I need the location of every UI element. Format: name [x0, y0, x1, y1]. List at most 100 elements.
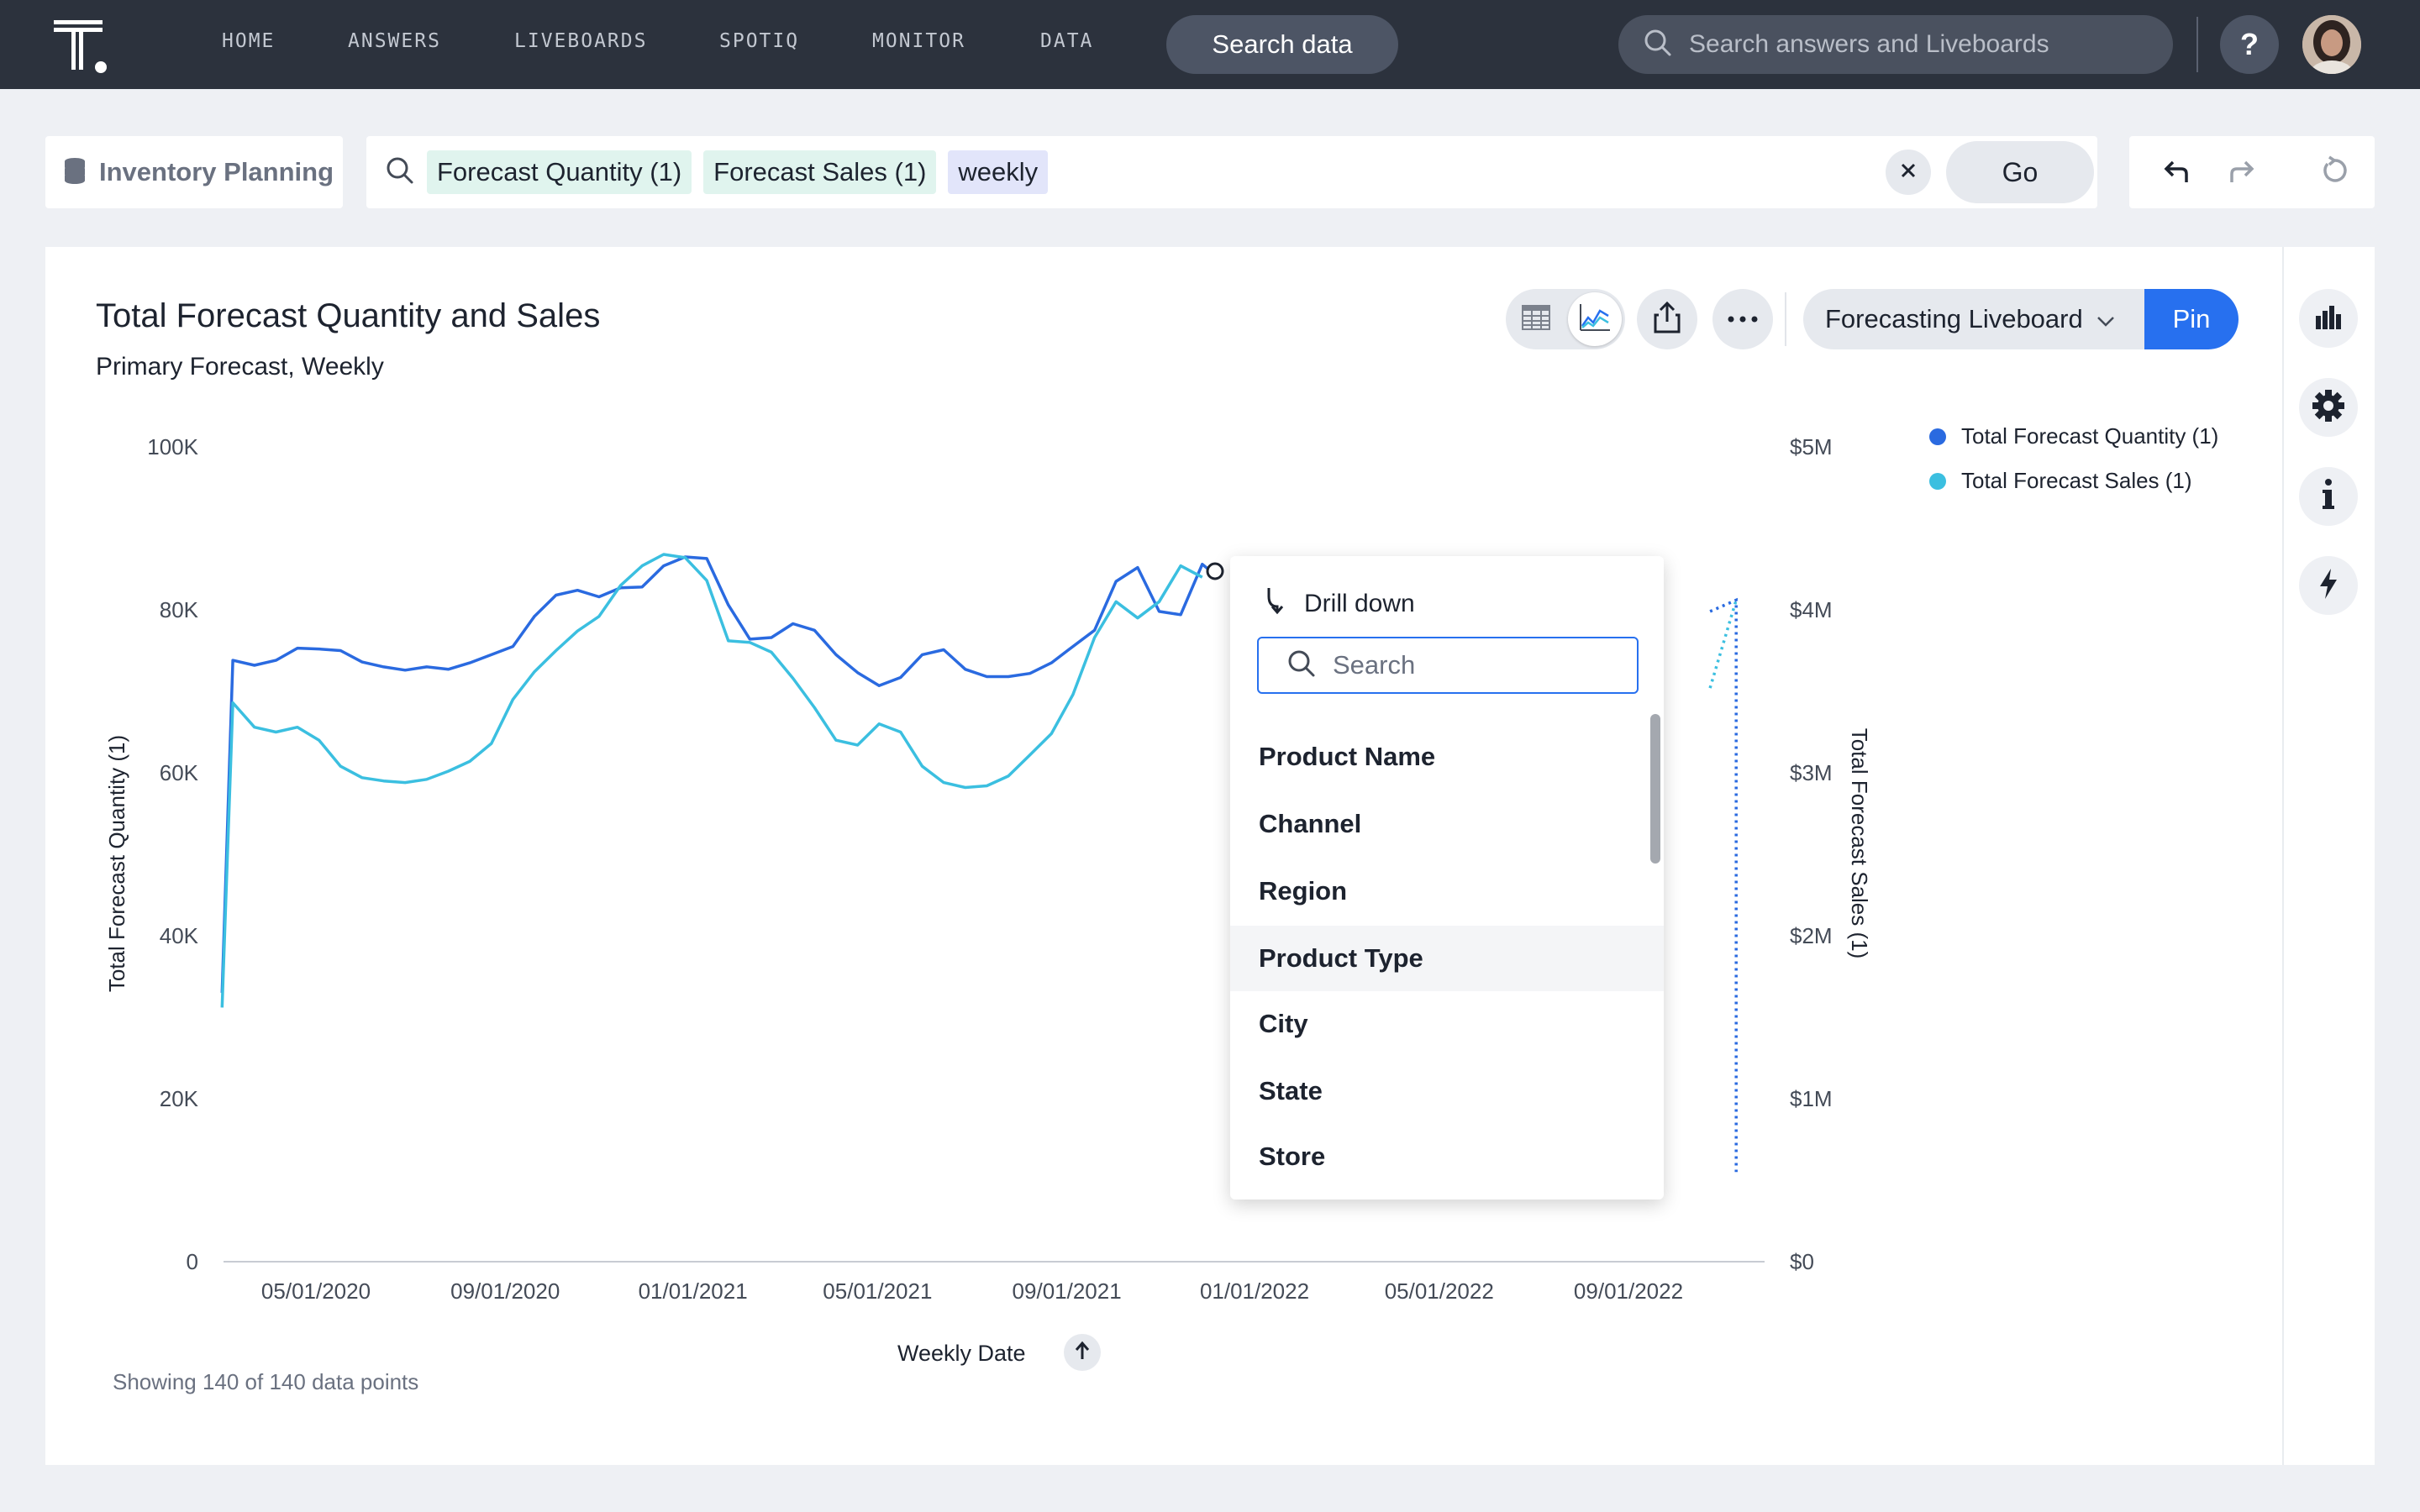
bar-chart-icon	[2314, 304, 2343, 333]
answer-subtitle[interactable]: Primary Forecast, Weekly	[96, 353, 384, 381]
history-controls	[2129, 136, 2375, 208]
search-token-weekly[interactable]: weekly	[948, 150, 1049, 194]
y2-tick-label: $0	[1790, 1249, 1814, 1274]
x-tick-label: 09/01/2020	[450, 1278, 560, 1304]
search-icon	[1287, 649, 1316, 682]
top-nav-bar: HOME ANSWERS LIVEBOARDS SPOTIQ MONITOR D…	[0, 0, 2420, 89]
user-avatar[interactable]	[2302, 15, 2361, 74]
drill-search-placeholder: Search	[1333, 650, 1416, 680]
legend-dot-sales	[1929, 472, 1946, 490]
y-tick-label: 40K	[160, 923, 199, 948]
reset-button[interactable]	[2316, 154, 2353, 191]
settings-button[interactable]	[2299, 378, 2358, 437]
data-points-note: Showing 140 of 140 data points	[113, 1369, 419, 1394]
datasource-selector[interactable]: Inventory Planning	[45, 136, 343, 208]
y-tick-label: 100K	[147, 434, 198, 459]
redo-icon	[2227, 155, 2257, 190]
redo-button[interactable]	[2223, 154, 2260, 191]
drill-item-store[interactable]: Store	[1259, 1142, 1326, 1171]
sort-button[interactable]	[1064, 1334, 1101, 1371]
y-tick-label: 60K	[160, 760, 199, 785]
drill-down-title: Drill down	[1304, 590, 1415, 617]
spotiq-analyze-button[interactable]	[2299, 556, 2358, 615]
x-tick-label: 09/01/2021	[1013, 1278, 1122, 1304]
chart-config-button[interactable]	[2299, 289, 2358, 348]
series-line-quantity[interactable]	[220, 555, 1214, 993]
search-icon	[385, 155, 415, 190]
nav-answers[interactable]: ANSWERS	[348, 30, 441, 52]
liveboard-select[interactable]: Forecasting Liveboard	[1803, 289, 2144, 349]
x-axis-ticks: 05/01/2020 09/01/2020 01/01/2021 05/01/2021…	[261, 1278, 1683, 1304]
search-bar[interactable]: Forecast Quantity (1) Forecast Sales (1)…	[366, 136, 2097, 208]
series-lines	[220, 553, 1738, 1173]
global-search-input[interactable]: Search answers and Liveboards	[1618, 15, 2173, 74]
y-axis-title: Total Forecast Quantity (1)	[104, 735, 129, 992]
drill-search-input[interactable]: Search	[1257, 637, 1639, 694]
share-icon	[1654, 301, 1681, 338]
view-toggle	[1506, 289, 1625, 349]
series-line-sales[interactable]	[220, 553, 1203, 1008]
drill-down-icon	[1264, 586, 1286, 622]
reset-icon	[2319, 155, 2349, 190]
right-side-rail	[2282, 247, 2375, 1465]
more-icon	[1728, 312, 1758, 327]
toolbar-divider	[1785, 292, 1786, 346]
y2-tick-label: $3M	[1790, 760, 1833, 785]
legend-item-quantity[interactable]: Total Forecast Quantity (1)	[1929, 423, 2218, 449]
undo-button[interactable]	[2158, 154, 2195, 191]
nav-divider	[2196, 17, 2198, 72]
forecast-tail-sales[interactable]	[1708, 599, 1738, 689]
y2-tick-label: $5M	[1790, 434, 1833, 459]
x-axis-title[interactable]: Weekly Date	[897, 1341, 1026, 1366]
global-search-placeholder: Search answers and Liveboards	[1689, 30, 2049, 58]
clear-search-button[interactable]	[1886, 150, 1931, 195]
search-data-button[interactable]: Search data	[1166, 15, 1398, 74]
x-tick-label: 01/01/2022	[1200, 1278, 1309, 1304]
x-tick-label: 05/01/2020	[261, 1278, 371, 1304]
y2-axis-title: Total Forecast Sales (1)	[1847, 728, 1872, 959]
table-view-button[interactable]	[1509, 292, 1563, 346]
x-tick-label: 09/01/2022	[1574, 1278, 1683, 1304]
search-token-forecast-sales[interactable]: Forecast Sales (1)	[703, 150, 937, 194]
legend-item-sales[interactable]: Total Forecast Sales (1)	[1929, 468, 2192, 494]
chart-view-button[interactable]	[1568, 292, 1622, 346]
chevron-down-icon	[2096, 304, 2115, 334]
legend-dot-quantity	[1929, 428, 1946, 445]
drill-item-product-type[interactable]: Product Type	[1230, 926, 1664, 991]
drill-item-city[interactable]: City	[1259, 1009, 1308, 1038]
lightning-icon	[2317, 567, 2339, 605]
nav-spotiq[interactable]: SPOTIQ	[719, 30, 800, 52]
answer-title[interactable]: Total Forecast Quantity and Sales	[96, 297, 601, 334]
drill-item-channel[interactable]: Channel	[1259, 809, 1362, 838]
nav-home[interactable]: HOME	[222, 30, 276, 52]
y2-tick-label: $4M	[1790, 597, 1833, 622]
info-button[interactable]	[2299, 467, 2358, 526]
drill-item-region[interactable]: Region	[1259, 876, 1348, 906]
drill-item-product-name[interactable]: Product Name	[1259, 742, 1436, 771]
search-token-forecast-quantity[interactable]: Forecast Quantity (1)	[427, 150, 692, 194]
help-button[interactable]: ?	[2220, 15, 2279, 74]
more-options-button[interactable]	[1712, 289, 1773, 349]
table-icon	[1521, 302, 1551, 337]
drill-menu-scrollbar[interactable]	[1650, 714, 1660, 864]
y-tick-label: 0	[187, 1249, 198, 1274]
datasource-label: Inventory Planning	[99, 157, 334, 186]
pin-button[interactable]: Pin	[2144, 289, 2238, 349]
nav-monitor[interactable]: MONITOR	[872, 30, 965, 52]
thoughtspot-logo[interactable]	[50, 18, 111, 74]
legend-label-sales: Total Forecast Sales (1)	[1961, 468, 2192, 493]
go-button[interactable]: Go	[1946, 141, 2094, 203]
liveboard-select-label: Forecasting Liveboard	[1825, 304, 2083, 333]
undo-icon	[2161, 155, 2191, 190]
share-button[interactable]	[1637, 289, 1697, 349]
forecast-tail-quantity[interactable]	[1709, 597, 1738, 1173]
y-axis-ticks: 0 20K 40K 60K 80K 100K	[147, 434, 198, 1274]
y2-tick-label: $2M	[1790, 923, 1833, 948]
y2-tick-label: $1M	[1790, 1086, 1833, 1111]
x-tick-label: 05/01/2021	[823, 1278, 932, 1304]
drill-item-state[interactable]: State	[1259, 1076, 1323, 1105]
nav-liveboards[interactable]: LIVEBOARDS	[514, 30, 648, 52]
nav-data[interactable]: DATA	[1040, 30, 1094, 52]
line-chart-icon	[1578, 302, 1612, 337]
